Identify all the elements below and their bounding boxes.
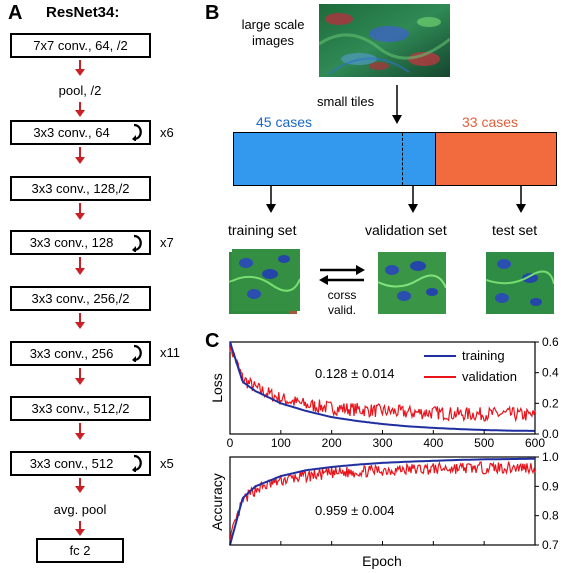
arch-arrow <box>75 423 85 440</box>
loss-ylabel: Loss <box>209 373 225 403</box>
arch-box-conv256-down: 3x3 conv., 256,/2 <box>10 286 151 311</box>
arch-box-label: 3x3 conv., 512 <box>29 456 114 471</box>
x-tick-label: 300 <box>372 436 392 450</box>
down-arrow-icon <box>408 186 418 213</box>
loss-annotation: 0.128 ± 0.014 <box>315 366 394 381</box>
x-tick-label: 100 <box>271 436 291 450</box>
arch-arrow <box>75 60 85 76</box>
small-tiles-label: small tiles <box>317 94 375 109</box>
x-tick-label: 200 <box>322 436 342 450</box>
arch-box-conv512: 3x3 conv., 512 <box>10 451 151 476</box>
x-tick-label: 0 <box>227 436 234 450</box>
residual-loop-icon <box>132 234 142 252</box>
training-tile-image <box>232 249 300 311</box>
panel-b-letter: B <box>205 2 220 24</box>
validation-tile-image <box>378 252 446 314</box>
large-images-label: large scale images <box>241 17 305 48</box>
arch-arrow <box>75 368 85 385</box>
cases-left-label: 45 cases <box>256 114 313 130</box>
arch-box-conv64: 3x3 conv., 64 <box>10 120 151 145</box>
panel-a-letter: A <box>8 2 23 24</box>
validation-series-line <box>229 460 536 546</box>
resnet-title: ResNet34: <box>46 4 120 21</box>
down-arrow-icon <box>392 85 402 124</box>
validation-dashed-line <box>402 133 403 185</box>
accuracy-ylabel: Accuracy <box>209 473 225 531</box>
repeat-label: x5 <box>160 456 174 471</box>
cases-right-label: 33 cases <box>462 114 519 130</box>
split-bar-orange <box>436 133 556 185</box>
down-arrow-icon <box>516 186 526 213</box>
arch-arrow <box>75 102 85 117</box>
accuracy-annotation: 0.959 ± 0.004 <box>315 503 394 518</box>
split-bar-blue <box>234 133 436 185</box>
arch-box-label: 3x3 conv., 256 <box>29 346 114 361</box>
arch-box-conv256: 3x3 conv., 256 <box>10 341 151 366</box>
y-tick-label: 0.9 <box>542 479 559 493</box>
x-axis-label: Epoch <box>362 553 402 569</box>
training-set-label: training set <box>228 222 297 238</box>
down-arrow-icon <box>266 186 276 213</box>
validation-series-line <box>229 341 536 423</box>
x-tick-label: 400 <box>423 436 443 450</box>
arch-box-conv128-down: 3x3 conv., 128,/2 <box>10 176 151 201</box>
arch-box-label: 3x3 conv., 512,/2 <box>31 401 130 416</box>
residual-loop-icon <box>132 123 142 141</box>
y-tick-label: 0.7 <box>542 538 559 552</box>
arch-box-label: 3x3 conv., 256,/2 <box>31 291 130 306</box>
split-bar <box>233 132 557 186</box>
legend-training-label: training <box>462 348 505 363</box>
y-tick-label: 0.6 <box>542 335 559 349</box>
arch-arrow <box>75 313 85 329</box>
repeat-label: x6 <box>160 125 174 140</box>
panel-c-letter: C <box>205 330 220 352</box>
arch-box-label: 3x3 conv., 128,/2 <box>31 181 130 196</box>
validation-set-label: validation set <box>365 222 447 238</box>
repeat-label: x11 <box>160 345 180 360</box>
y-tick-label: 0.0 <box>542 427 559 441</box>
arch-box-conv512-down: 3x3 conv., 512,/2 <box>10 396 151 421</box>
training-curves-chart: 0.0 0.2 0.4 0.6 0.7 0.8 0.9 1.0 0 100 200 300 400 500… <box>209 335 559 569</box>
avg-pool-label: avg. pool <box>53 502 107 517</box>
pool-label: pool, /2 <box>58 83 102 98</box>
y-tick-label: 1.0 <box>542 450 559 464</box>
arch-box-label: 3x3 conv., 128 <box>29 235 114 250</box>
x-tick-label: 500 <box>474 436 494 450</box>
y-tick-label: 0.2 <box>542 396 559 410</box>
training-series-line <box>229 457 535 546</box>
arch-box-label: fc 2 <box>69 543 91 558</box>
test-tile-image <box>486 252 554 314</box>
arch-arrow <box>75 521 85 536</box>
arch-arrow <box>75 257 85 275</box>
x-tick-label: 600 <box>525 436 545 450</box>
arch-box-fc: fc 2 <box>36 538 124 563</box>
repeat-label: x7 <box>160 235 174 250</box>
arch-arrow <box>75 203 85 220</box>
residual-loop-icon <box>132 454 142 472</box>
y-tick-label: 0.4 <box>542 366 559 380</box>
large-scale-image <box>319 4 450 77</box>
y-tick-label: 0.8 <box>542 509 559 523</box>
arch-box-label: 3x3 conv., 64 <box>33 125 110 140</box>
arch-arrow <box>75 147 85 164</box>
test-set-label: test set <box>492 222 538 238</box>
cross-valid-label: corss valid. <box>327 288 357 317</box>
legend-validation-label: validation <box>462 369 517 384</box>
residual-loop-icon <box>132 344 142 362</box>
cross-valid-arrows-icon <box>319 265 365 285</box>
arch-arrow <box>75 478 85 493</box>
arch-box-conv7: 7x7 conv., 64, /2 <box>10 33 151 58</box>
arch-box-label: 7x7 conv., 64, /2 <box>33 38 128 53</box>
arch-box-conv128: 3x3 conv., 128 <box>10 230 151 255</box>
